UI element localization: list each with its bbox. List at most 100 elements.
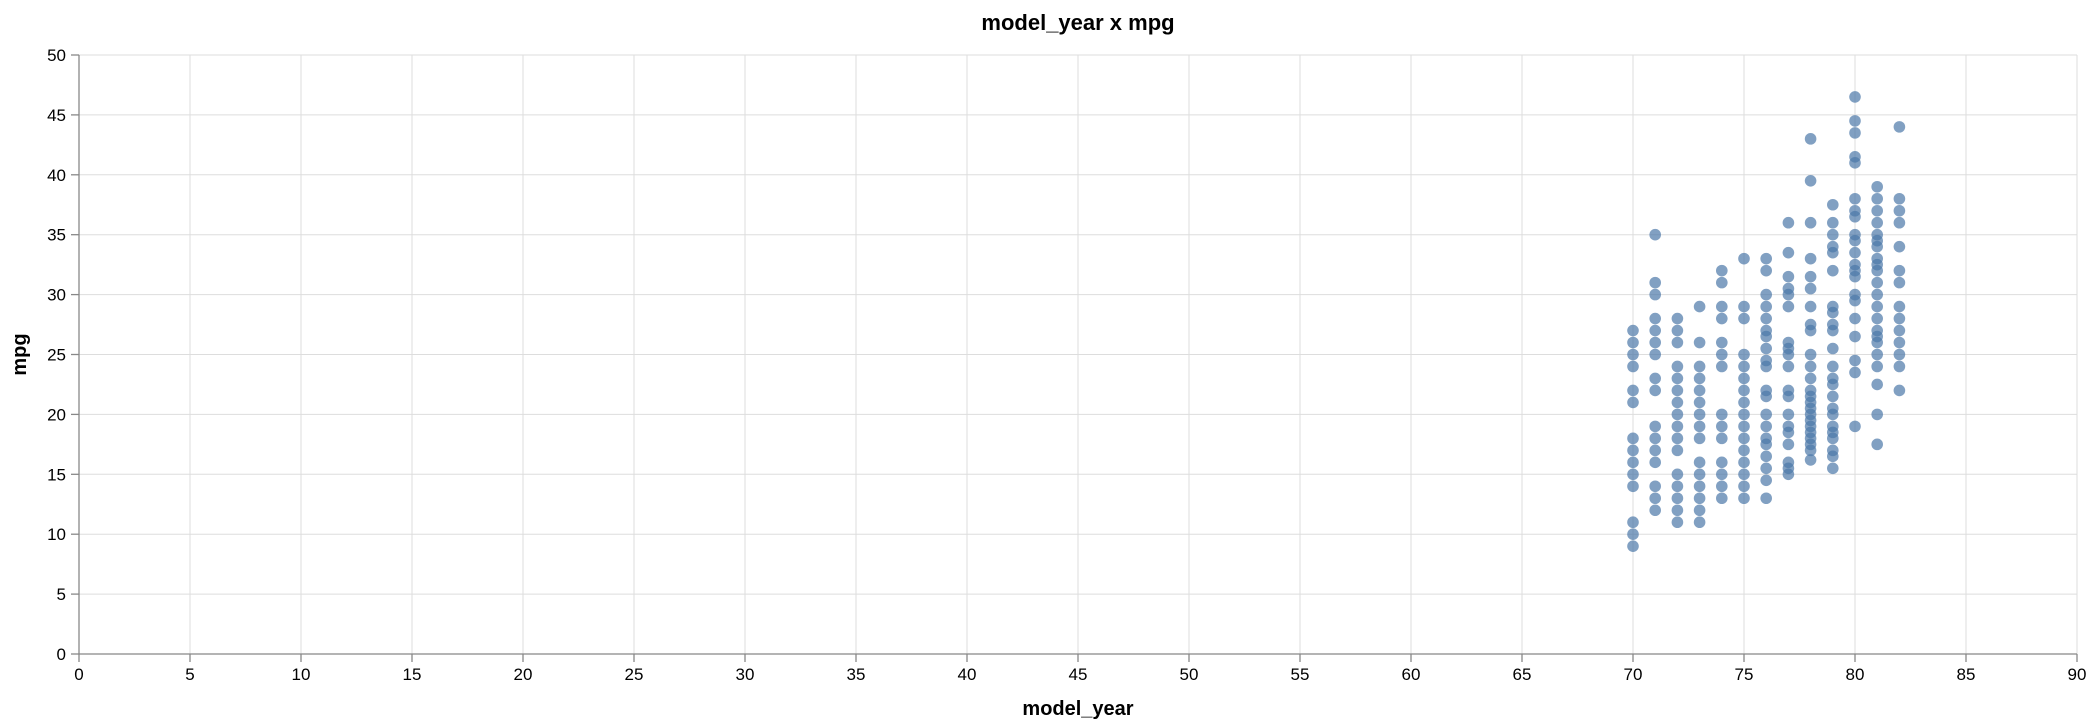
data-point — [1871, 228, 1883, 241]
data-point — [1849, 91, 1861, 103]
data-point — [1760, 462, 1772, 475]
data-point — [1760, 264, 1772, 277]
data-point — [1849, 258, 1861, 271]
data-point — [1893, 336, 1906, 349]
data-point — [1693, 492, 1706, 505]
data-point — [1849, 115, 1861, 127]
data-point — [1716, 432, 1728, 445]
x-tick-label: 0 — [74, 665, 83, 684]
data-point — [1827, 402, 1839, 415]
data-point — [1627, 348, 1639, 361]
data-point — [1693, 300, 1706, 313]
data-point — [1849, 312, 1861, 325]
data-point — [1871, 216, 1883, 229]
data-point — [1716, 468, 1728, 481]
data-point — [1738, 480, 1750, 493]
y-axis-title: mpg — [9, 333, 31, 375]
data-point — [1671, 396, 1684, 409]
data-point — [1871, 408, 1883, 421]
data-point — [1782, 216, 1795, 229]
data-point — [1693, 456, 1706, 469]
data-point — [1804, 174, 1817, 187]
data-point — [1871, 438, 1883, 451]
data-point — [1716, 360, 1728, 373]
data-point — [1671, 420, 1684, 433]
data-point — [1893, 204, 1906, 217]
x-axis-title: model_year — [1022, 698, 1133, 720]
data-point — [1649, 420, 1661, 433]
data-point — [1627, 516, 1639, 529]
gridlines — [78, 54, 2078, 655]
data-points — [1627, 91, 1906, 552]
data-point — [1871, 204, 1883, 217]
data-point — [1649, 480, 1661, 493]
data-point — [1693, 504, 1706, 517]
data-point — [1716, 456, 1728, 469]
data-point — [1782, 282, 1795, 295]
x-tick-label: 65 — [1513, 665, 1532, 684]
y-tick-label: 0 — [57, 645, 66, 664]
data-point — [1627, 336, 1639, 349]
data-point — [1827, 420, 1839, 433]
data-point — [1693, 408, 1706, 421]
data-point — [1849, 246, 1861, 259]
data-point — [1849, 354, 1861, 367]
x-tick-label: 5 — [185, 665, 194, 684]
data-point — [1827, 444, 1839, 457]
data-point — [1738, 312, 1750, 325]
data-point — [1827, 390, 1839, 403]
x-tick-label: 70 — [1624, 665, 1643, 684]
data-point — [1716, 336, 1728, 349]
data-point — [1738, 372, 1750, 385]
data-point — [1871, 288, 1883, 301]
x-tick-label: 25 — [625, 665, 644, 684]
data-point — [1827, 300, 1839, 313]
data-point — [1671, 360, 1684, 373]
data-point — [1871, 378, 1883, 391]
data-point — [1671, 372, 1684, 385]
data-point — [1671, 468, 1684, 481]
data-point — [1849, 151, 1861, 163]
data-point — [1760, 312, 1772, 325]
x-tick-label: 10 — [292, 665, 311, 684]
data-point — [1627, 444, 1639, 457]
data-point — [1782, 336, 1795, 349]
data-point — [1760, 300, 1772, 313]
data-point — [1649, 384, 1661, 397]
x-tick-label: 30 — [736, 665, 755, 684]
data-point — [1804, 300, 1817, 313]
x-tick-label: 50 — [1180, 665, 1199, 684]
data-point — [1782, 246, 1795, 259]
data-point — [1693, 336, 1706, 349]
data-point — [1693, 384, 1706, 397]
data-point — [1649, 324, 1661, 337]
data-point — [1871, 324, 1883, 337]
y-tick-label: 45 — [47, 106, 66, 125]
data-point — [1893, 264, 1906, 277]
data-point — [1871, 252, 1883, 265]
data-point — [1649, 504, 1661, 517]
data-point — [1716, 348, 1728, 361]
data-point — [1849, 192, 1861, 205]
data-point — [1760, 354, 1772, 367]
data-point — [1871, 348, 1883, 361]
data-point — [1871, 300, 1883, 313]
data-point — [1893, 324, 1906, 337]
data-point — [1649, 348, 1661, 361]
data-point — [1738, 252, 1750, 265]
data-point — [1849, 204, 1861, 217]
data-point — [1671, 516, 1684, 529]
data-point — [1649, 444, 1661, 457]
data-point — [1671, 312, 1684, 325]
data-point — [1849, 366, 1861, 379]
data-point — [1738, 456, 1750, 469]
data-point — [1804, 282, 1817, 295]
x-tick-label: 80 — [1846, 665, 1865, 684]
data-point — [1871, 276, 1883, 289]
x-tick-label: 60 — [1402, 665, 1421, 684]
data-point — [1871, 360, 1883, 373]
x-tick-label: 90 — [2068, 665, 2087, 684]
data-point — [1782, 420, 1795, 433]
data-point — [1716, 420, 1728, 433]
y-tick-label: 40 — [47, 166, 66, 185]
